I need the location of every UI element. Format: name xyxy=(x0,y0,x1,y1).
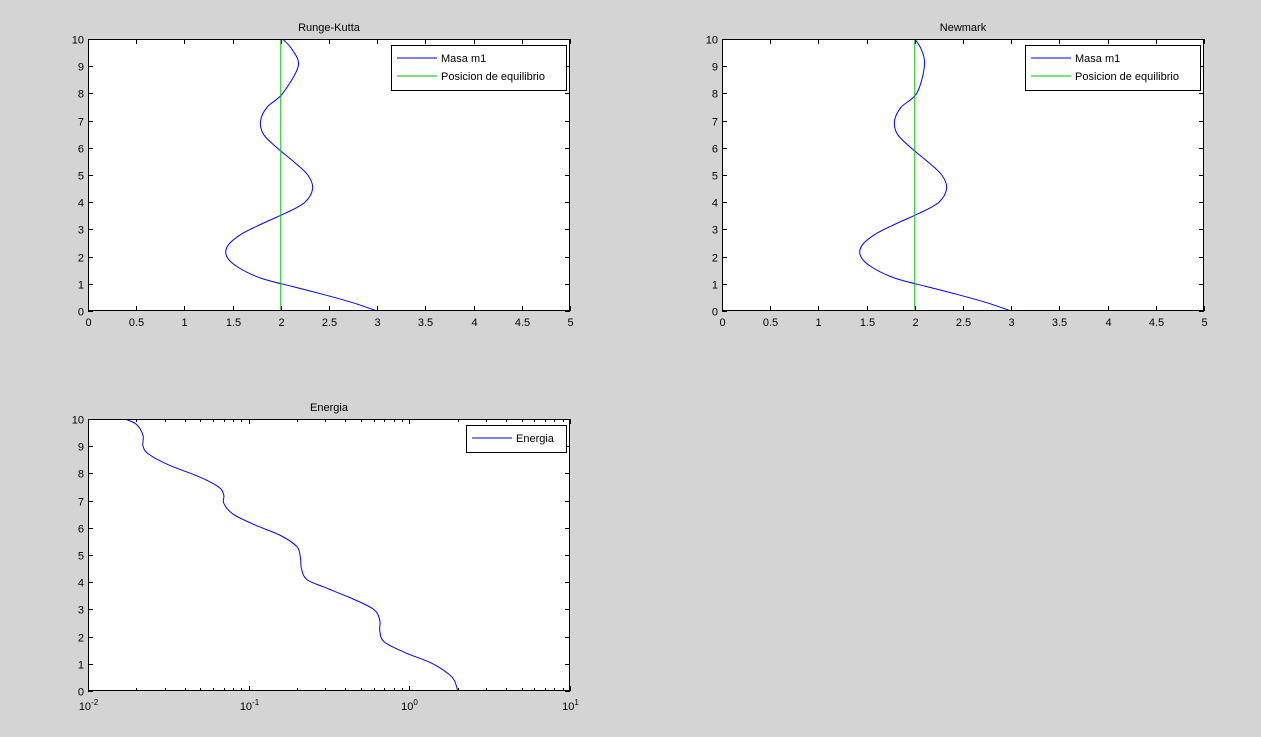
y-tick-label: 2 xyxy=(78,253,84,265)
y-tick-label: 1 xyxy=(712,280,718,292)
legend-label: Posicion de equilibrio xyxy=(1075,71,1179,83)
y-tick-label: 9 xyxy=(712,62,718,74)
y-tick-label: 5 xyxy=(712,171,718,183)
y-tick-label: 5 xyxy=(78,171,84,183)
x-tick-label: 5 xyxy=(567,317,573,329)
y-tick-label: 7 xyxy=(712,117,718,129)
x-tick-label-exponent: -1 xyxy=(252,698,260,707)
y-tick-label: 0 xyxy=(78,687,84,699)
x-tick-label: 0.5 xyxy=(129,317,144,329)
x-tick-label: 101 xyxy=(562,698,579,713)
x-tick-label: 10-2 xyxy=(79,698,99,713)
y-tick-label: 1 xyxy=(78,660,84,672)
legend-label: Masa m1 xyxy=(441,53,486,65)
x-tick-label: 2 xyxy=(912,317,918,329)
y-tick-label: 4 xyxy=(78,578,84,590)
x-tick-label: 2 xyxy=(278,317,284,329)
x-tick-label: 1.5 xyxy=(860,317,875,329)
x-tick-label: 4 xyxy=(471,317,477,329)
plot-newmark: 0 0.5 1 1.5 2 2.5 3 3.5 4 4.5 5 0 1 2 3 4 5 6 7 8 9 10 Newmark… xyxy=(706,22,1208,329)
chart-title: Newmark xyxy=(940,22,987,34)
legend-label: Posicion de equilibrio xyxy=(441,71,545,83)
chart-title: Energia xyxy=(310,402,349,414)
y-tick-label: 1 xyxy=(78,280,84,292)
y-tick-label: 7 xyxy=(78,117,84,129)
y-tick-label: 2 xyxy=(78,633,84,645)
x-tick-label: 10-1 xyxy=(240,698,260,713)
y-tick-label: 6 xyxy=(78,144,84,156)
x-tick-label-base: 10 xyxy=(401,701,413,713)
y-tick-label: 8 xyxy=(78,469,84,481)
x-tick-label-exponent: 0 xyxy=(413,698,418,707)
y-tick-label: 7 xyxy=(78,497,84,509)
y-tick-label: 0 xyxy=(78,307,84,319)
y-tick-label: 2 xyxy=(712,253,718,265)
legend-label: Masa m1 xyxy=(1075,53,1120,65)
x-tick-label: 3.5 xyxy=(1052,317,1067,329)
x-tick-label-base: 10 xyxy=(79,701,91,713)
y-tick-label: 3 xyxy=(712,225,718,237)
y-tick-label: 0 xyxy=(712,307,718,319)
x-tick-label: 1.5 xyxy=(226,317,241,329)
legend: Masa m1 Posicion de equilibrio xyxy=(1026,46,1201,91)
x-tick-label-exponent: 1 xyxy=(574,698,579,707)
x-tick-label: 4.5 xyxy=(515,317,530,329)
x-tick-label: 2.5 xyxy=(322,317,337,329)
x-tick-label: 4.5 xyxy=(1149,317,1164,329)
x-tick-label: 3.5 xyxy=(418,317,433,329)
y-tick-label: 10 xyxy=(706,35,718,47)
x-tick-label: 100 xyxy=(401,698,418,713)
y-tick-label: 4 xyxy=(712,198,718,210)
y-tick-label: 10 xyxy=(72,35,84,47)
y-tick-label: 8 xyxy=(712,89,718,101)
x-tick-label-exponent: -2 xyxy=(91,698,99,707)
axes-background xyxy=(88,419,570,691)
y-tick-label: 8 xyxy=(78,89,84,101)
x-tick-label: 4 xyxy=(1105,317,1111,329)
y-tick-label: 10 xyxy=(72,415,84,427)
y-tick-label: 4 xyxy=(78,198,84,210)
chart-title: Runge-Kutta xyxy=(298,22,361,34)
x-tick-label: 0.5 xyxy=(763,317,778,329)
legend: Masa m1 Posicion de equilibrio xyxy=(392,46,567,91)
x-tick-label: 0 xyxy=(85,317,91,329)
legend-label: Energia xyxy=(516,433,555,445)
x-tick-label: 1 xyxy=(181,317,187,329)
y-tick-label: 9 xyxy=(78,62,84,74)
x-tick-label: 1 xyxy=(815,317,821,329)
legend: Energia xyxy=(467,426,567,453)
x-tick-label: 3 xyxy=(374,317,380,329)
y-tick-label: 9 xyxy=(78,442,84,454)
x-tick-label-base: 10 xyxy=(240,701,252,713)
x-tick-label-base: 10 xyxy=(562,701,574,713)
y-tick-label: 3 xyxy=(78,225,84,237)
y-tick-label: 5 xyxy=(78,551,84,563)
x-tick-label: 2.5 xyxy=(956,317,971,329)
x-tick-label: 3 xyxy=(1008,317,1014,329)
x-tick-label: 0 xyxy=(719,317,725,329)
x-tick-label: 5 xyxy=(1201,317,1207,329)
plot-runge-kutta: 0 0.5 1 1.5 2 2.5 3 3.5 4 4.5 5 0 1 2 3 4 5 6 7 8 9 10 Runge-K… xyxy=(72,22,574,329)
y-tick-label: 3 xyxy=(78,605,84,617)
y-tick-label: 6 xyxy=(78,524,84,536)
y-tick-label: 6 xyxy=(712,144,718,156)
